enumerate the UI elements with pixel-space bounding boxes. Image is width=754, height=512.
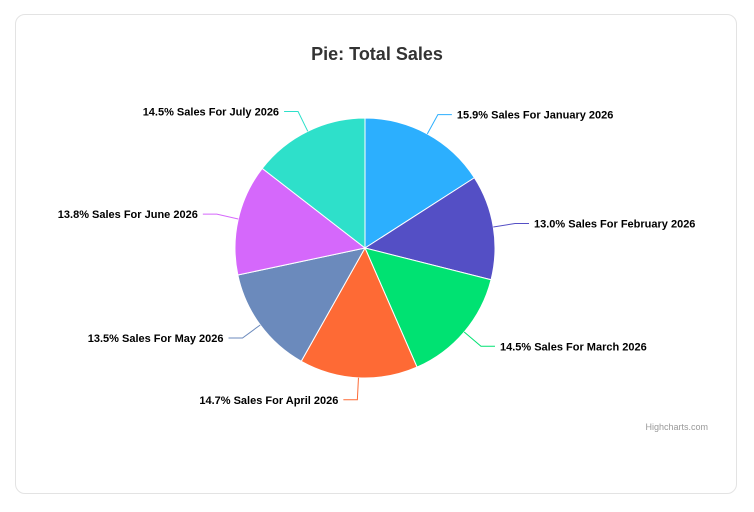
pie-slice-1[interactable] (363, 177, 496, 281)
data-label-5: 13.8% Sales For June 2026 (58, 209, 198, 221)
data-label-2: 14.5% Sales For March 2026 (500, 341, 647, 353)
connector-4 (228, 324, 261, 339)
data-label-4: 13.5% Sales For May 2026 (88, 333, 224, 345)
label-connectors (202, 111, 530, 401)
data-labels: 15.9% Sales For January 2026 13.0% Sales … (58, 107, 696, 407)
pie-slice-6[interactable] (261, 117, 366, 250)
pie-slice-3[interactable] (300, 246, 418, 379)
connector-1 (493, 222, 530, 228)
connector-6 (284, 111, 309, 132)
data-label-0: 15.9% Sales For January 2026 (457, 110, 614, 122)
data-label-1: 13.0% Sales For February 2026 (534, 218, 695, 230)
data-label-3: 14.7% Sales For April 2026 (199, 395, 338, 407)
chart-title: Pie: Total Sales (311, 44, 443, 64)
credits-link[interactable]: Highcharts.com (645, 422, 708, 432)
pie-slice-0[interactable] (364, 117, 476, 249)
connector-3 (343, 377, 359, 401)
connector-2 (463, 331, 495, 347)
connector-0 (426, 114, 452, 135)
connector-5 (202, 213, 239, 220)
pie-slice-2[interactable] (364, 247, 492, 368)
data-label-6: 14.5% Sales For July 2026 (143, 107, 279, 119)
pie-slices (234, 117, 496, 379)
